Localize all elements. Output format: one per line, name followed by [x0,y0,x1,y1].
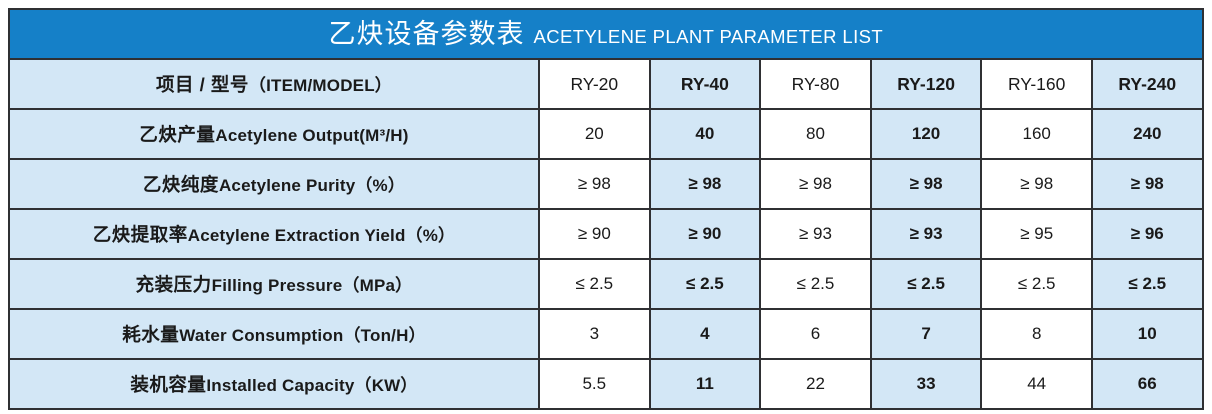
cell-value: 10 [1090,308,1204,360]
cell-value: ≤ 2.5 [869,258,983,310]
cell-value: 11 [648,358,762,410]
row-label-chinese: 乙炔提取率 [92,224,188,245]
table-title-cell: 乙炔设备参数表 ACETYLENE PLANT PARAMETER LIST [8,8,1204,60]
cell-value: 33 [869,358,983,410]
cell-value: ≥ 90 [648,208,762,260]
row-label-chinese: 乙炔纯度 [142,174,219,195]
header-label-english: （ITEM/MODEL） [248,76,393,95]
row-label-cell: 装机容量Installed Capacity（KW） [8,358,540,410]
table-row: 乙炔产量Acetylene Output(M³/H) 20 40 80 120 … [8,108,1204,160]
cell-value: ≥ 98 [759,158,872,210]
row-label-english: Acetylene Extraction Yield（%） [187,226,456,245]
cell-value: ≤ 2.5 [1090,258,1204,310]
cell-value: ≤ 2.5 [538,258,651,310]
cell-value: 6 [759,308,872,360]
column-header-model-2: RY-40 [648,58,762,110]
row-label-chinese: 充装压力 [135,274,212,295]
column-header-model-5: RY-160 [980,58,1093,110]
row-label-english: Acetylene Output(M³/H) [215,126,409,145]
header-label-cell: 项目 / 型号（ITEM/MODEL） [8,58,540,110]
row-label-cell: 乙炔提取率Acetylene Extraction Yield（%） [8,208,540,260]
cell-value: 8 [980,308,1093,360]
header-label-chinese: 项目 / 型号 [155,74,249,95]
cell-value: ≤ 2.5 [759,258,872,310]
acetylene-plant-parameter-table: 乙炔设备参数表 ACETYLENE PLANT PARAMETER LIST 项… [8,8,1204,410]
row-label-cell: 充装压力Filling Pressure（MPa） [8,258,540,310]
row-label-english: Installed Capacity（KW） [206,376,418,395]
row-label-chinese: 装机容量 [130,374,207,395]
cell-value: 20 [538,108,651,160]
title-chinese: 乙炔设备参数表 [328,18,525,49]
model-header-row: 项目 / 型号（ITEM/MODEL） RY-20 RY-40 RY-80 RY… [8,58,1204,110]
column-header-model-4: RY-120 [869,58,983,110]
table-row: 充装压力Filling Pressure（MPa） ≤ 2.5 ≤ 2.5 ≤ … [8,258,1204,310]
row-label-chinese: 乙炔产量 [139,124,216,145]
table-row: 装机容量Installed Capacity（KW） 5.5 11 22 33 … [8,358,1204,410]
cell-value: 4 [648,308,762,360]
cell-value: ≥ 93 [869,208,983,260]
row-label-english: Acetylene Purity（%） [218,176,406,195]
column-header-model-6: RY-240 [1090,58,1204,110]
cell-value: ≥ 98 [1090,158,1204,210]
cell-value: 80 [759,108,872,160]
cell-value: 160 [980,108,1093,160]
cell-value: ≥ 98 [869,158,983,210]
cell-value: 22 [759,358,872,410]
cell-value: ≥ 98 [648,158,762,210]
cell-value: 66 [1090,358,1204,410]
cell-value: ≥ 96 [1090,208,1204,260]
cell-value: 3 [538,308,651,360]
cell-value: ≤ 2.5 [980,258,1093,310]
row-label-cell: 耗水量Water Consumption（Ton/H） [8,308,540,360]
row-label-english: Water Consumption（Ton/H） [179,326,426,345]
cell-value: 40 [648,108,762,160]
table-row: 乙炔提取率Acetylene Extraction Yield（%） ≥ 90 … [8,208,1204,260]
cell-value: ≥ 95 [980,208,1093,260]
cell-value: ≥ 93 [759,208,872,260]
row-label-english: Filling Pressure（MPa） [211,276,413,295]
cell-value: 5.5 [538,358,651,410]
table-row: 乙炔纯度Acetylene Purity（%） ≥ 98 ≥ 98 ≥ 98 ≥… [8,158,1204,210]
row-label-chinese: 耗水量 [122,324,180,345]
row-label-cell: 乙炔纯度Acetylene Purity（%） [8,158,540,210]
table-row: 耗水量Water Consumption（Ton/H） 3 4 6 7 8 10 [8,308,1204,360]
title-english: ACETYLENE PLANT PARAMETER LIST [533,25,884,47]
column-header-model-3: RY-80 [759,58,872,110]
table-title-row: 乙炔设备参数表 ACETYLENE PLANT PARAMETER LIST [8,8,1204,60]
cell-value: 120 [869,108,983,160]
row-label-cell: 乙炔产量Acetylene Output(M³/H) [8,108,540,160]
cell-value: ≥ 98 [980,158,1093,210]
cell-value: 44 [980,358,1093,410]
cell-value: ≤ 2.5 [648,258,762,310]
cell-value: 240 [1090,108,1204,160]
cell-value: ≥ 90 [538,208,651,260]
cell-value: ≥ 98 [538,158,651,210]
column-header-model-1: RY-20 [538,58,651,110]
cell-value: 7 [869,308,983,360]
